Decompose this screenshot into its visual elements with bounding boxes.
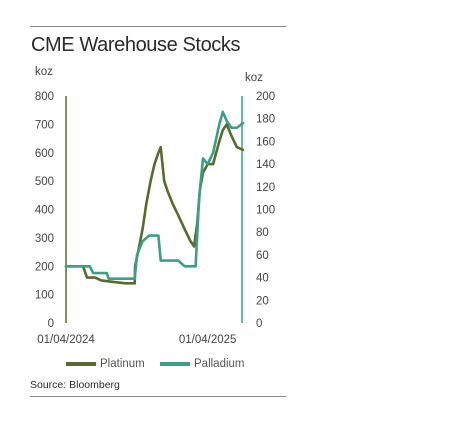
right-y-axis: 0 20 40 60 80 100 120 140 160 180 200	[241, 91, 275, 330]
platinum-swatch	[66, 362, 96, 366]
chart-title: CME Warehouse Stocks	[31, 34, 241, 56]
top-rule	[30, 26, 286, 27]
right-y-tick-label: 0	[256, 318, 262, 330]
right-y-tick-label: 100	[256, 205, 275, 217]
legend-item-platinum: Platinum	[66, 358, 145, 370]
left-y-tick-label: 300	[35, 233, 54, 245]
left-y-tick-label: 400	[35, 205, 54, 217]
right-y-tick-label: 180	[256, 114, 275, 126]
legend-item-palladium: Palladium	[160, 358, 245, 370]
right-y-tick-label: 80	[256, 227, 269, 239]
x-tick-label: 01/04/2025	[179, 334, 237, 346]
right-y-tick-label: 40	[256, 273, 269, 285]
right-y-tick-label: 120	[256, 182, 275, 194]
right-y-tick-label: 20	[256, 295, 269, 307]
right-y-tick-label: 200	[256, 91, 275, 103]
source-note: Source: Bloomberg	[30, 379, 120, 391]
left-y-tick-label: 200	[35, 261, 54, 273]
bottom-rule	[30, 396, 286, 397]
legend-label-platinum: Platinum	[100, 358, 145, 370]
left-y-tick-label: 800	[35, 91, 54, 103]
left-y-tick-label: 0	[48, 318, 54, 330]
left-y-tick-label: 700	[35, 119, 54, 131]
right-y-tick-label: 140	[256, 159, 275, 171]
left-axis-unit-label: koz	[35, 66, 53, 78]
x-axis: 01/04/2024 01/04/2025	[37, 334, 236, 346]
left-y-tick-label: 500	[35, 176, 54, 188]
x-tick-label: 01/04/2024	[37, 334, 95, 346]
series-line-palladium	[64, 110, 245, 281]
left-y-tick-label: 600	[35, 148, 54, 160]
right-axis-unit-label: koz	[245, 72, 263, 84]
legend-label-palladium: Palladium	[194, 358, 245, 370]
right-y-tick-label: 160	[256, 136, 275, 148]
series-lines	[64, 110, 245, 285]
left-y-tick-label: 100	[35, 290, 54, 302]
left-y-axis: 0 100 200 300 400 500 600 700 800	[35, 91, 67, 330]
palladium-swatch	[160, 362, 190, 366]
right-y-tick-label: 60	[256, 250, 269, 262]
series-line-platinum	[64, 123, 245, 285]
